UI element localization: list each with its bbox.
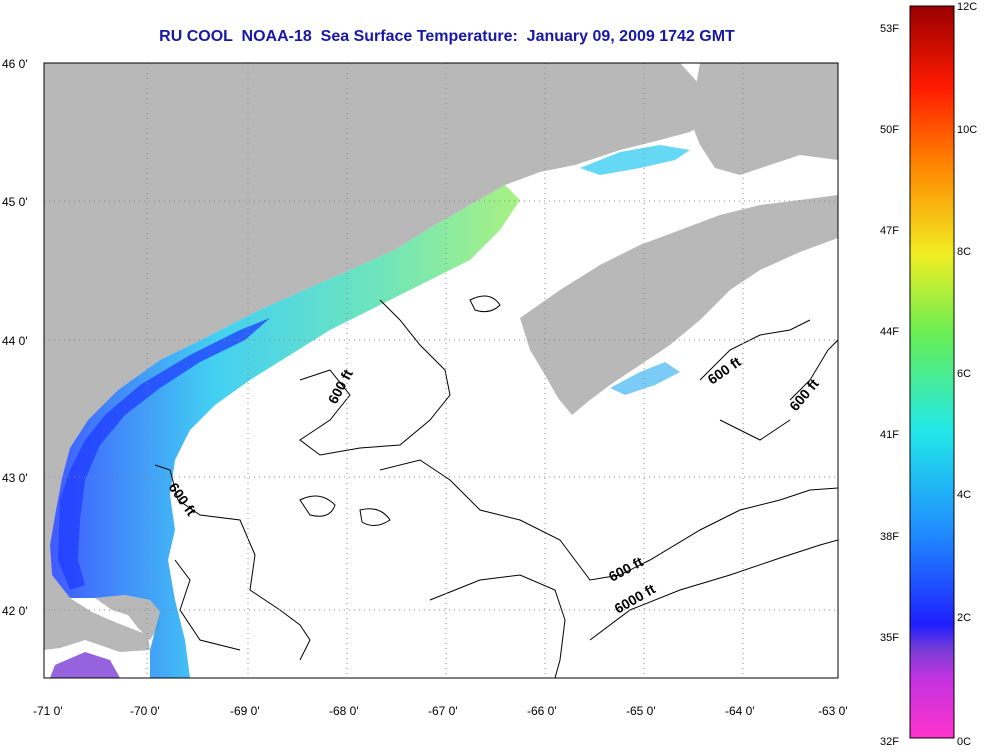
cb-f-41: 41F xyxy=(880,429,899,441)
cb-f-47: 47F xyxy=(880,225,899,237)
cb-f-35: 35F xyxy=(880,632,899,644)
cb-c-0: 0C xyxy=(957,736,971,748)
contour-small-rings xyxy=(299,295,501,526)
lon-tick-65: -65 0' xyxy=(626,704,656,718)
axis-ticks xyxy=(43,62,839,679)
lon-tick-67: -67 0' xyxy=(428,704,458,718)
land-new-england xyxy=(44,63,720,652)
contour-600ft-central xyxy=(299,299,838,581)
cb-c-10: 10C xyxy=(957,124,977,136)
cb-c-4: 4C xyxy=(957,489,971,501)
cb-c-6: 6C xyxy=(957,368,971,380)
cb-c-8: 8C xyxy=(957,246,971,258)
sst-bay-of-fundy-strip xyxy=(580,145,690,175)
lat-tick-45: 45 0' xyxy=(2,195,28,209)
cb-f-44: 44F xyxy=(880,326,899,338)
land-cape-cod xyxy=(95,595,160,640)
lat-tick-46: 46 0' xyxy=(2,57,28,71)
cb-f-53: 53F xyxy=(880,23,899,35)
map-title: RU COOL NOAA-18 Sea Surface Temperature:… xyxy=(159,28,735,45)
lon-tick-64: -64 0' xyxy=(725,704,755,718)
lon-tick-70: -70 0' xyxy=(130,704,160,718)
cb-f-38: 38F xyxy=(880,531,899,543)
sst-violet-patch xyxy=(50,652,120,678)
lon-tick-68: -68 0' xyxy=(329,704,359,718)
land-nova-scotia xyxy=(520,195,838,415)
cb-f-50: 50F xyxy=(880,124,899,136)
cb-c-12: 12C xyxy=(957,1,977,13)
cb-f-32: 32F xyxy=(880,736,899,748)
cb-c-2: 2C xyxy=(957,612,971,624)
lon-tick-63: -63 0' xyxy=(818,704,848,718)
land-north-shore xyxy=(690,63,838,175)
colorbar xyxy=(909,5,955,739)
contour-600ft-west xyxy=(154,464,311,661)
sst-coastal-band xyxy=(50,185,520,678)
lat-tick-43: 43 0' xyxy=(2,471,28,485)
lon-tick-69: -69 0' xyxy=(230,704,260,718)
lat-tick-42: 42 0' xyxy=(2,604,28,618)
lat-tick-44: 44 0' xyxy=(2,334,28,348)
depth-contours xyxy=(154,295,838,678)
lon-tick-66: -66 0' xyxy=(527,704,557,718)
contour-600ft-east xyxy=(699,319,838,441)
lon-tick-71: -71 0' xyxy=(33,704,63,718)
sst-nearshore-blue xyxy=(58,318,270,590)
contour-6000ft xyxy=(429,539,838,678)
sst-ns-coast-strip xyxy=(610,362,680,395)
